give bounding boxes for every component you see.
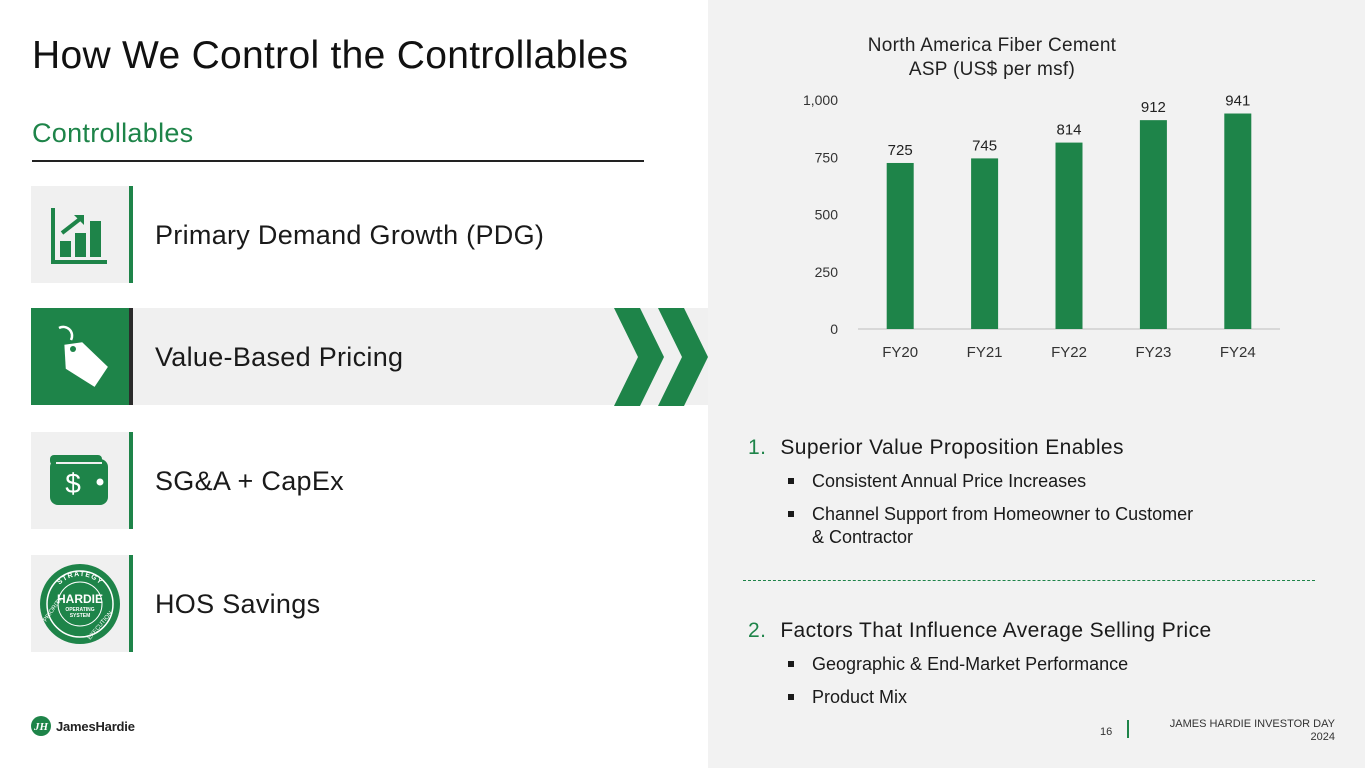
page-number: 16 <box>1100 726 1113 738</box>
row-accent-bar <box>129 308 133 405</box>
chart-title-line2: ASP (US$ per msf) <box>908 59 1076 80</box>
y-tick-label: 1,000 <box>803 92 838 108</box>
bar-fy23 <box>1139 120 1167 329</box>
y-tick-label: 750 <box>815 149 839 165</box>
controllable-label: HOS Savings <box>155 589 321 619</box>
svg-text:$: $ <box>65 468 81 499</box>
controllable-label: Value-Based Pricing <box>155 342 404 372</box>
svg-text:JH: JH <box>33 721 49 733</box>
y-tick-label: 0 <box>830 321 838 337</box>
section-number: 2. <box>748 619 767 642</box>
row-accent-bar <box>129 555 133 652</box>
data-label: 745 <box>972 137 997 154</box>
seal-operating-text: OPERATING <box>65 607 94 613</box>
bullet-text: Channel Support from Homeowner to Custom… <box>812 504 1194 547</box>
x-tick-label: FY21 <box>967 344 1003 361</box>
bullet-item: Product Mix <box>748 686 1212 709</box>
bar-fy22 <box>1055 142 1083 329</box>
row-accent-bar <box>129 432 133 529</box>
bullet-square-icon <box>788 511 794 517</box>
controllable-label: Primary Demand Growth (PDG) <box>155 220 545 250</box>
section-value-proposition: 1. Superior Value Proposition Enables Con… <box>748 436 1193 549</box>
wallet-dollar-icon: $ <box>31 432 129 529</box>
data-label: 725 <box>888 142 913 159</box>
row-accent-bar <box>129 186 133 283</box>
bullet-square-icon <box>788 694 794 700</box>
controllable-sga-capex: $ SG&A + CapEx <box>31 432 708 529</box>
chevron-arrows-icon <box>614 308 708 406</box>
x-tick-label: FY23 <box>1135 344 1171 361</box>
seal-system-text: SYSTEM <box>70 613 91 619</box>
controllable-label: SG&A + CapEx <box>155 466 344 496</box>
section-heading: 1. Superior Value Proposition Enables <box>748 436 1193 460</box>
james-hardie-logo: JH JamesHardie <box>30 715 135 737</box>
x-tick-label: FY22 <box>1051 344 1087 361</box>
x-tick-label: FY24 <box>1220 344 1256 361</box>
event-name-line1: JAMES HARDIE INVESTOR DAY <box>1169 718 1335 730</box>
brand-name: JamesHardie <box>56 718 135 734</box>
controllable-pdg: Primary Demand Growth (PDG) <box>31 186 708 283</box>
bullet-square-icon <box>788 478 794 484</box>
bar-fy24 <box>1224 113 1252 329</box>
hardie-operating-system-seal-icon: STRATEGY HARDIE OPERATING SYSTEM PRIORIT… <box>31 555 129 652</box>
section-heading-text: Superior Value Proposition Enables <box>780 436 1124 459</box>
right-panel <box>708 0 1365 768</box>
y-tick-label: 500 <box>815 207 839 223</box>
seal-hardie-text: HARDIE <box>57 592 103 606</box>
event-name: JAMES HARDIE INVESTOR DAY 2024 <box>1140 718 1335 744</box>
data-label: 941 <box>1225 93 1250 110</box>
data-label: 912 <box>1141 99 1166 116</box>
bullet-item: Channel Support from Homeowner to Custom… <box>748 503 1193 549</box>
section-divider <box>743 580 1315 581</box>
section-number: 1. <box>748 436 767 459</box>
section-heading-text: Factors That Influence Average Selling P… <box>780 619 1212 642</box>
growth-chart-icon <box>31 186 129 283</box>
bullet-text: Geographic & End-Market Performance <box>812 654 1129 674</box>
section-heading: 2. Factors That Influence Average Selling… <box>748 619 1212 643</box>
bullet-item: Geographic & End-Market Performance <box>748 653 1212 676</box>
y-tick-label: 250 <box>815 264 839 280</box>
chart-title-line1: North America Fiber Cement <box>867 35 1117 56</box>
bullet-item: Consistent Annual Price Increases <box>748 470 1193 493</box>
bullet-square-icon <box>788 661 794 667</box>
footer-separator <box>1127 720 1129 738</box>
event-name-line2: 2024 <box>1310 731 1335 743</box>
subtitle-divider <box>32 160 644 162</box>
section-asp-factors: 2. Factors That Influence Average Selling… <box>748 619 1212 709</box>
section-subtitle: Controllables <box>32 118 194 148</box>
x-tick-label: FY20 <box>882 344 918 361</box>
price-tag-icon <box>31 308 129 405</box>
bullet-text: Product Mix <box>812 687 908 707</box>
asp-bar-chart: 0 250 500 750 1,000 725 FY20 745 FY21 814 FY22 912 F… <box>803 92 1280 361</box>
bar-fy21 <box>971 158 999 329</box>
bar-fy20 <box>886 162 914 329</box>
controllable-value-based-pricing: Value-Based Pricing <box>31 308 708 405</box>
data-label: 814 <box>1056 122 1081 139</box>
jh-logo-icon: JH <box>31 716 51 736</box>
page-title: How We Control the Controllables <box>32 34 629 77</box>
bullet-text: Consistent Annual Price Increases <box>812 471 1087 491</box>
chart-title: North America Fiber Cement ASP (US$ per … <box>862 34 1122 82</box>
controllable-hos-savings: STRATEGY HARDIE OPERATING SYSTEM PRIORIT… <box>31 555 708 652</box>
